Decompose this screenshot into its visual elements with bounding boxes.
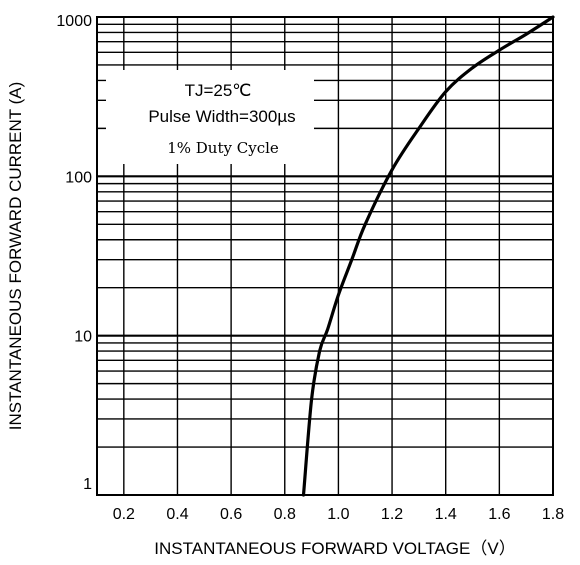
y-tick-label: 1000 — [56, 13, 92, 30]
annotation-duty-cycle: 1% Duty Cycle — [167, 139, 279, 157]
x-tick-labels: 0.2 0.4 0.6 0.8 1.0 1.2 1.4 1.6 1.8 — [113, 506, 565, 523]
y-tick-label: 10 — [74, 329, 92, 346]
x-tick-label: 0.6 — [220, 506, 242, 523]
annotation-pulse-width: Pulse Width=300µs — [148, 107, 295, 126]
x-tick-label: 1.6 — [488, 506, 510, 523]
grid — [97, 17, 553, 495]
y-axis-label: INSTANTANEOUS FORWARD CURRENT (A) — [6, 82, 25, 431]
x-tick-label: 0.2 — [113, 506, 135, 523]
plot-frame — [96, 16, 554, 496]
y-tick-labels: 1 10 100 1000 — [56, 13, 92, 493]
x-axis-label: INSTANTANEOUS FORWARD VOLTAGE（V） — [154, 539, 515, 558]
x-tick-label: 0.4 — [166, 506, 188, 523]
x-tick-label: 0.8 — [274, 506, 296, 523]
annotation-tj: TJ=25℃ — [185, 81, 252, 100]
y-tick-label: 100 — [65, 169, 92, 186]
x-tick-label: 1.8 — [542, 506, 564, 523]
x-tick-label: 1.2 — [381, 506, 403, 523]
annotation-box — [106, 70, 314, 164]
series-group — [301, 15, 555, 497]
x-tick-label: 1.4 — [435, 506, 457, 523]
series-line — [301, 15, 555, 497]
x-tick-label: 1.0 — [327, 506, 349, 523]
y-tick-label: 1 — [83, 476, 92, 493]
